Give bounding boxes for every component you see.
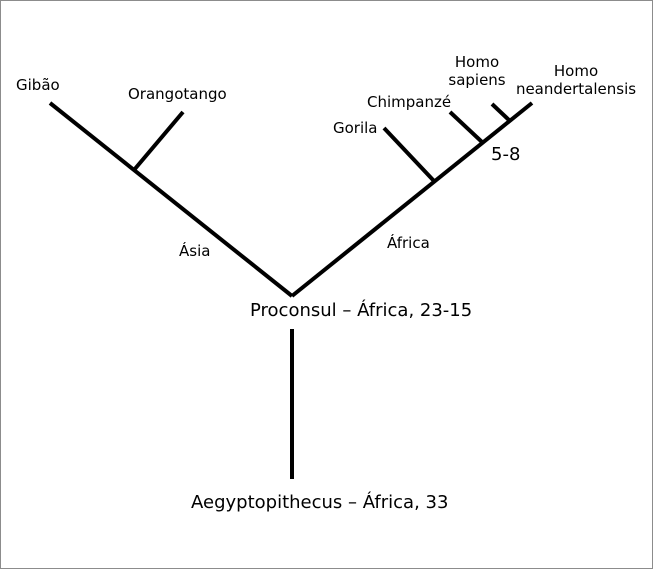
branch-orangutan (132, 110, 185, 172)
branch-homo-sapiens (490, 102, 512, 123)
branch-asia-main (48, 101, 294, 298)
label-homo-sapiens-species: sapiens (448, 71, 506, 89)
branch-chimpanzee (448, 110, 484, 144)
label-orangutan: Orangotango (128, 85, 227, 103)
label-homo-neanderthalensis-genus: Homo (553, 62, 599, 80)
label-gorilla: Gorila (333, 119, 378, 137)
branch-gorilla (382, 126, 436, 183)
label-gibbon: Gibão (16, 76, 60, 94)
label-branch-africa: África (387, 234, 430, 252)
label-branch-asia: Ásia (179, 242, 211, 260)
label-proconsul: Proconsul – África, 23-15 (250, 300, 473, 321)
label-homo-sapiens: Homo sapiens (437, 53, 517, 89)
label-aegyptopithecus: Aegyptopithecus – África, 33 (191, 492, 449, 513)
branch-africa-main (290, 101, 534, 298)
label-chimpanzee: Chimpanzé (367, 93, 452, 111)
label-homo-neanderthalensis-species: neandertalensis (515, 80, 637, 98)
label-homo-sapiens-genus: Homo (454, 53, 500, 71)
label-split-age: 5-8 (491, 144, 521, 165)
label-homo-neanderthalensis: Homo neandertalensis (510, 62, 642, 98)
